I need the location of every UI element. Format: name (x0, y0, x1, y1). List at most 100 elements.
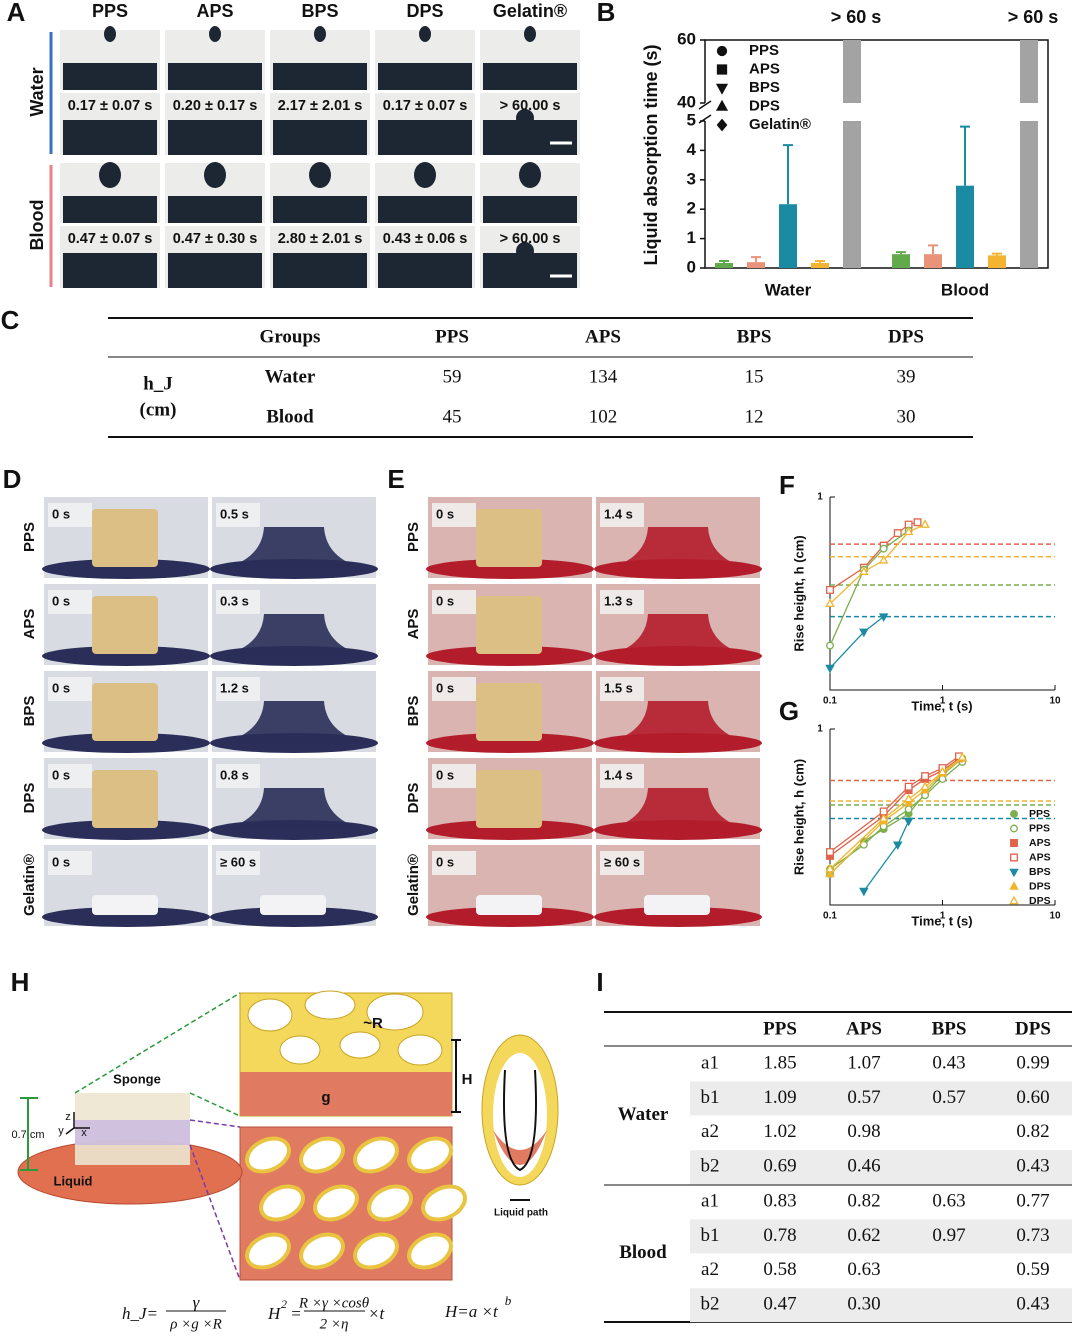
row-shade (690, 1150, 1072, 1185)
legend-marker (716, 118, 728, 132)
time-box (48, 851, 92, 875)
photo-sponge-wet (222, 527, 366, 569)
x-tick-label: 0.1 (823, 696, 837, 707)
table-cell: 0.73 (1016, 1225, 1049, 1246)
time-label: 0 s (436, 506, 454, 521)
panel-label: C (1, 305, 20, 335)
label-axis-y: y (58, 1125, 64, 1137)
table-cell: 59 (443, 366, 462, 387)
table-group-label: Blood (619, 1242, 667, 1263)
table-cell: 0.98 (847, 1121, 880, 1142)
time-label: ≥ 60 s (220, 854, 256, 869)
label-liquid-path: Liquid path (494, 1208, 548, 1219)
legend-marker (716, 45, 728, 57)
x-tick-label: Water (765, 280, 812, 299)
legend-marker (1010, 839, 1018, 847)
time-label: 0 s (52, 854, 70, 869)
table-group-label: Water (618, 1104, 669, 1125)
time-box (216, 503, 260, 527)
table-cell: 0.57 (847, 1087, 880, 1108)
error-bar (992, 252, 1002, 256)
table-row-header: (cm) (140, 399, 177, 420)
table-cell: 0.60 (1016, 1087, 1049, 1108)
row-label: BPS (21, 696, 38, 727)
photo-sponge (378, 63, 472, 90)
time-label: 0.8 s (220, 767, 249, 782)
x-axis-label: Time, t (s) (911, 698, 972, 713)
legend-label: Gelatin® (749, 116, 811, 133)
column-header: BPS (301, 1, 338, 21)
photo-sponge (378, 196, 472, 223)
photo-drop (204, 162, 226, 188)
photo-sponge (476, 683, 542, 741)
fit-line (829, 530, 910, 646)
photo-drop (524, 26, 536, 42)
time-label: 0 s (52, 767, 70, 782)
time-box (216, 590, 260, 614)
y-tick-label: 40 (677, 92, 696, 111)
photo-liquid (42, 907, 210, 927)
data-point (938, 775, 947, 783)
data-point (878, 613, 889, 622)
photo-drop (519, 162, 541, 188)
pore (339, 1031, 381, 1059)
label-axis-z: z (65, 1111, 71, 1123)
photo-sponge (63, 120, 157, 155)
legend-marker (715, 99, 729, 111)
row-shade (690, 1081, 1072, 1116)
error-bar (719, 259, 729, 264)
table-cell: 0.78 (763, 1225, 796, 1246)
table-header: PPS (763, 1018, 797, 1039)
zoom-lines-purple (189, 1119, 241, 1281)
row-label: Gelatin® (405, 854, 422, 916)
table-header: BPS (932, 1018, 967, 1039)
data-point (903, 526, 914, 536)
photo-sponge (168, 63, 262, 90)
bar (1020, 40, 1038, 268)
panel-label: D (3, 464, 22, 494)
data-point (826, 848, 834, 856)
pore (299, 1232, 345, 1270)
row-label: PPS (21, 522, 38, 552)
legend-label: PPS (1029, 808, 1050, 820)
photo-sponge-wet (606, 701, 750, 743)
pore (367, 1184, 413, 1222)
formula-rhs: ×t (368, 1304, 385, 1323)
data-point (825, 863, 835, 873)
pore (279, 1035, 321, 1065)
formula-numerator: R ×γ ×cosθ (298, 1295, 370, 1311)
time-label: 0 s (436, 767, 454, 782)
table-param: b2 (701, 1294, 720, 1315)
label-sponge: Sponge (113, 1071, 161, 1086)
time-box (216, 764, 260, 788)
time-box (48, 590, 92, 614)
legend-marker (1010, 824, 1018, 833)
label-liquid: Liquid (54, 1173, 93, 1188)
value-label: > 60 s (1008, 7, 1059, 27)
legend-marker (1009, 895, 1019, 905)
time-box (600, 503, 644, 527)
legend-label: APS (749, 60, 780, 77)
x-tick-label: Blood (941, 280, 989, 299)
table-cell: 0.99 (1016, 1052, 1049, 1073)
table-cell: 30 (897, 406, 916, 427)
photo-drop (209, 26, 221, 42)
panel-label: G (779, 696, 799, 726)
table-header: APS (585, 326, 621, 347)
table-cell: 134 (589, 366, 618, 387)
label-radius: ~R (363, 1015, 383, 1032)
data-point (826, 641, 834, 650)
photo-sponge-wet (222, 701, 366, 743)
time-box (600, 851, 644, 875)
photo-drop (516, 109, 534, 127)
time-box (48, 677, 92, 701)
axis (704, 39, 1049, 269)
pore (421, 1184, 467, 1222)
data-point (893, 529, 902, 538)
legend-label: BPS (1029, 866, 1051, 878)
panel-label: H (11, 967, 30, 997)
bar (892, 254, 910, 268)
data-point (913, 518, 922, 527)
pore (353, 1232, 399, 1270)
